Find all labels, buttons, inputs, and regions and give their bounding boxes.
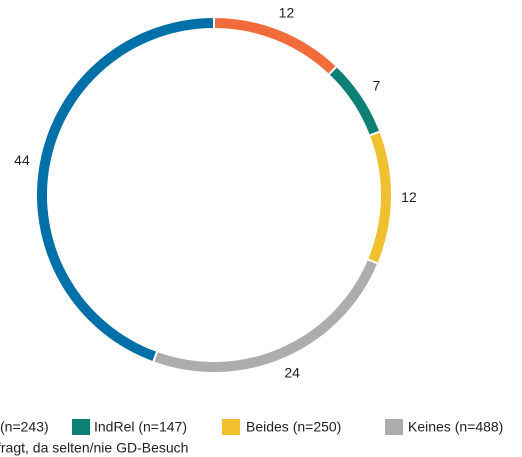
- donut-segment: [35, 15, 215, 364]
- legend-swatch: [222, 419, 240, 435]
- data-label: 44: [14, 152, 30, 168]
- data-label: 12: [279, 5, 295, 21]
- legend-label: IndRel (n=147): [94, 419, 187, 435]
- legend-swatch: [385, 419, 403, 435]
- donut-segment: [213, 15, 339, 77]
- data-label: 24: [284, 364, 300, 380]
- footnote: fragt, da selten/nie GD-Besuch: [0, 440, 188, 456]
- legend-swatch: [72, 419, 90, 435]
- data-label: 12: [401, 189, 417, 205]
- donut-segment: [151, 257, 380, 374]
- legend-label: Beides (n=250): [246, 419, 341, 435]
- donut-segment: [327, 64, 382, 138]
- data-label: 7: [372, 78, 380, 94]
- donut-segment: [365, 130, 393, 266]
- legend-label: (n=243): [0, 419, 49, 435]
- legend-label: Keines (n=488): [408, 419, 503, 435]
